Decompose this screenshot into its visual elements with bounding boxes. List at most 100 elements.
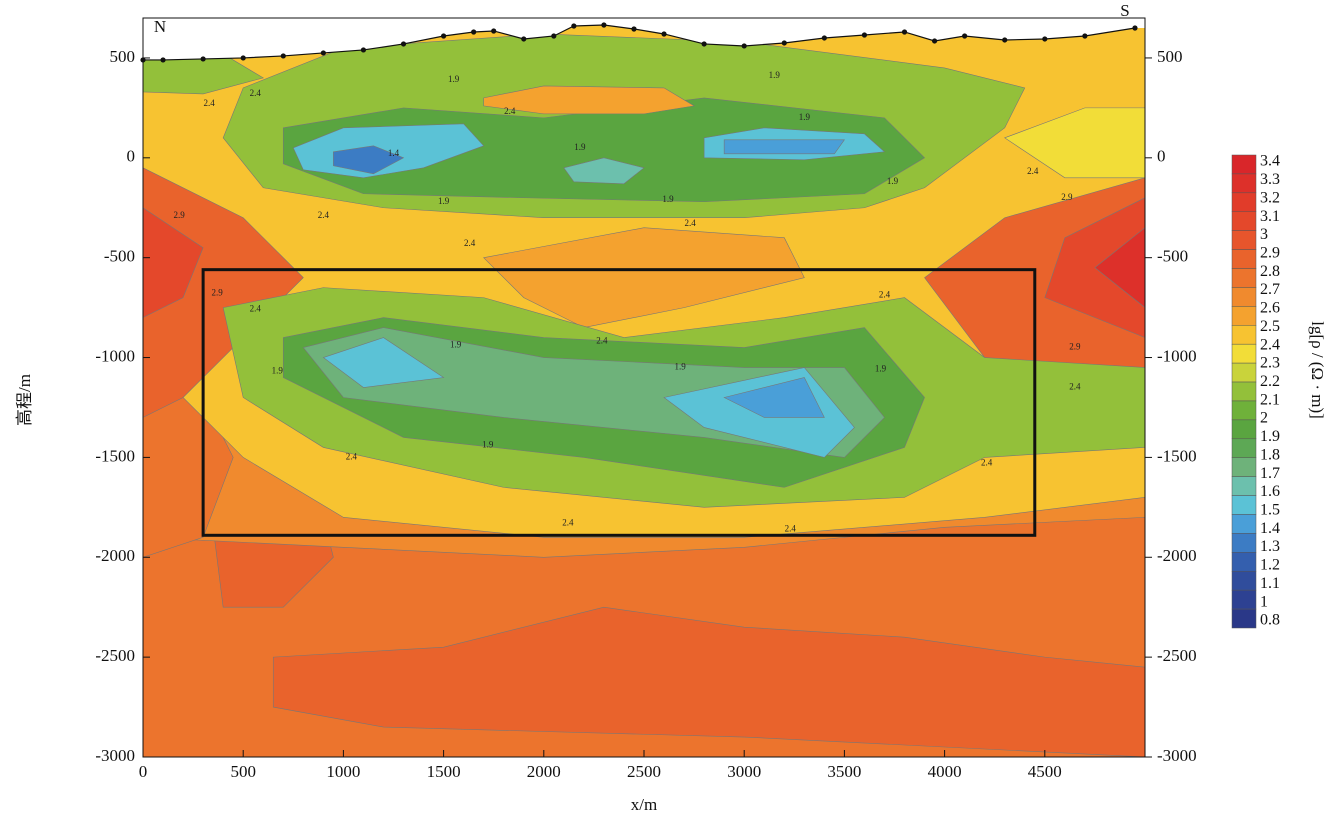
- colorbar-swatch: [1231, 211, 1257, 231]
- x-axis-label: x/m: [631, 795, 657, 814]
- x-tick-label: 2000: [527, 762, 561, 781]
- topography-point: [471, 29, 477, 35]
- x-tick-label: 1000: [326, 762, 360, 781]
- colorbar-swatch: [1231, 173, 1257, 194]
- contour-label: 1.9: [450, 340, 462, 350]
- topography-point: [400, 41, 407, 47]
- topography-point: [240, 55, 246, 61]
- y-tick-label: -1000: [95, 346, 135, 365]
- contour-label: 2.4: [346, 451, 358, 461]
- sky-mask: [143, 18, 1145, 60]
- colorbar-tick-label: 2.6: [1260, 300, 1280, 317]
- colorbar-tick-label: 2.4: [1260, 336, 1280, 353]
- y-tick-label: -1500: [95, 446, 135, 465]
- contour-label: 2.4: [684, 218, 696, 228]
- y-tick-label-right: -1000: [1157, 346, 1197, 365]
- colorbar-swatch: [1231, 381, 1257, 402]
- topography-point: [601, 22, 607, 28]
- contour-label: 2.4: [464, 238, 476, 248]
- y-tick-label: -500: [104, 247, 135, 266]
- contour-label: 2.4: [562, 517, 574, 527]
- south-label: S: [1120, 1, 1129, 20]
- colorbar-swatch: [1231, 419, 1257, 440]
- colorbar-swatch: [1231, 514, 1257, 534]
- topography-point: [741, 43, 747, 49]
- contour-label: 2.4: [250, 304, 262, 314]
- topography-point: [1002, 37, 1008, 43]
- colorbar-tick-label: 2.8: [1260, 263, 1280, 280]
- topography-point: [781, 40, 787, 46]
- colorbar-swatch: [1231, 230, 1257, 250]
- topography-point: [1132, 25, 1138, 31]
- y-tick-label-right: -500: [1157, 247, 1188, 266]
- y-tick-label-right: -1500: [1157, 446, 1197, 465]
- topography-point: [200, 56, 206, 62]
- colorbar-label: lg[ρ / (Ω · m)]: [1308, 321, 1327, 419]
- contour-label: 2.4: [318, 210, 330, 220]
- colorbar-swatch: [1231, 249, 1257, 269]
- contour-region: [143, 207, 204, 318]
- topography-point: [280, 53, 286, 59]
- colorbar-swatch: [1231, 268, 1257, 288]
- x-tick-label: 4500: [1028, 762, 1062, 781]
- x-tick-label: 3000: [727, 762, 761, 781]
- x-tick-label: 4000: [928, 762, 962, 781]
- contour-label: 1.9: [272, 366, 284, 376]
- contour-label: 1.9: [799, 112, 811, 122]
- colorbar-swatch: [1231, 608, 1257, 629]
- y-tick-label: -2000: [95, 546, 135, 565]
- contour-region: [723, 139, 845, 155]
- highlight-box: [201, 268, 1037, 537]
- contour-label: 1.9: [875, 364, 887, 374]
- colorbar-swatch: [1231, 154, 1257, 175]
- colorbar-tick-label: 2.3: [1260, 355, 1280, 372]
- colorbar-tick-label: 1: [1260, 593, 1268, 610]
- topography-point: [320, 50, 326, 56]
- contour-region: [322, 337, 445, 388]
- contour-label: 1.4: [388, 148, 400, 158]
- topography-point: [441, 33, 447, 39]
- x-tick-label: 3500: [827, 762, 861, 781]
- contour-region: [563, 157, 645, 185]
- y-tick-label: 0: [127, 147, 136, 166]
- colorbar-swatch: [1231, 362, 1257, 383]
- colorbar-tick-label: 3.1: [1260, 208, 1280, 225]
- colorbar-tick-label: 3.4: [1260, 153, 1280, 170]
- colorbar-tick-label: 1.8: [1260, 446, 1280, 463]
- overlay: 1.9 1.9 1.9 2.4 2.4 2.4 1.4 1.9 1.9 1.9 1.9 2.4 2.9 2…: [140, 17, 1146, 758]
- colorbar-tick-label: 1.9: [1260, 428, 1280, 445]
- contour-region: [483, 227, 805, 328]
- topography-point: [701, 41, 707, 47]
- contour-label: 1.9: [574, 142, 586, 152]
- topography-point: [962, 33, 968, 39]
- colorbar-tick-label: 1.6: [1260, 483, 1280, 500]
- topography-point: [931, 38, 938, 44]
- colorbar-tick-label: 0.8: [1260, 612, 1280, 629]
- colorbar-tick-label: 1.5: [1260, 502, 1280, 519]
- contour-label: 2.9: [173, 210, 185, 220]
- colorbar-swatch: [1231, 192, 1257, 213]
- colorbar-tick-label: 1.2: [1260, 557, 1280, 574]
- colorbar-tick-label: 2.9: [1260, 244, 1280, 261]
- colorbar-swatch: [1231, 552, 1257, 572]
- contour-region: [723, 377, 825, 418]
- contour-label: 1.9: [448, 74, 460, 84]
- contour-label: 2.9: [212, 288, 224, 298]
- contour-label: 2.4: [879, 290, 891, 300]
- contour-label: 2.4: [981, 457, 993, 467]
- contour-label: 2.4: [1069, 382, 1081, 392]
- contour-label: 2.4: [596, 336, 608, 346]
- topography-point: [1042, 36, 1048, 42]
- x-tick-label: 500: [230, 762, 256, 781]
- contour-label: 1.9: [674, 362, 686, 372]
- topography-point: [631, 26, 637, 32]
- topography-point: [901, 29, 908, 35]
- contour-region: [333, 145, 405, 175]
- north-label: N: [154, 17, 166, 36]
- colorbar-tick-label: 2.1: [1260, 391, 1280, 408]
- plot-area: [143, 18, 1145, 757]
- colorbar-swatch: [1231, 325, 1257, 345]
- y-tick-label-right: -3000: [1157, 746, 1197, 765]
- y-tick-label: -2500: [95, 646, 135, 665]
